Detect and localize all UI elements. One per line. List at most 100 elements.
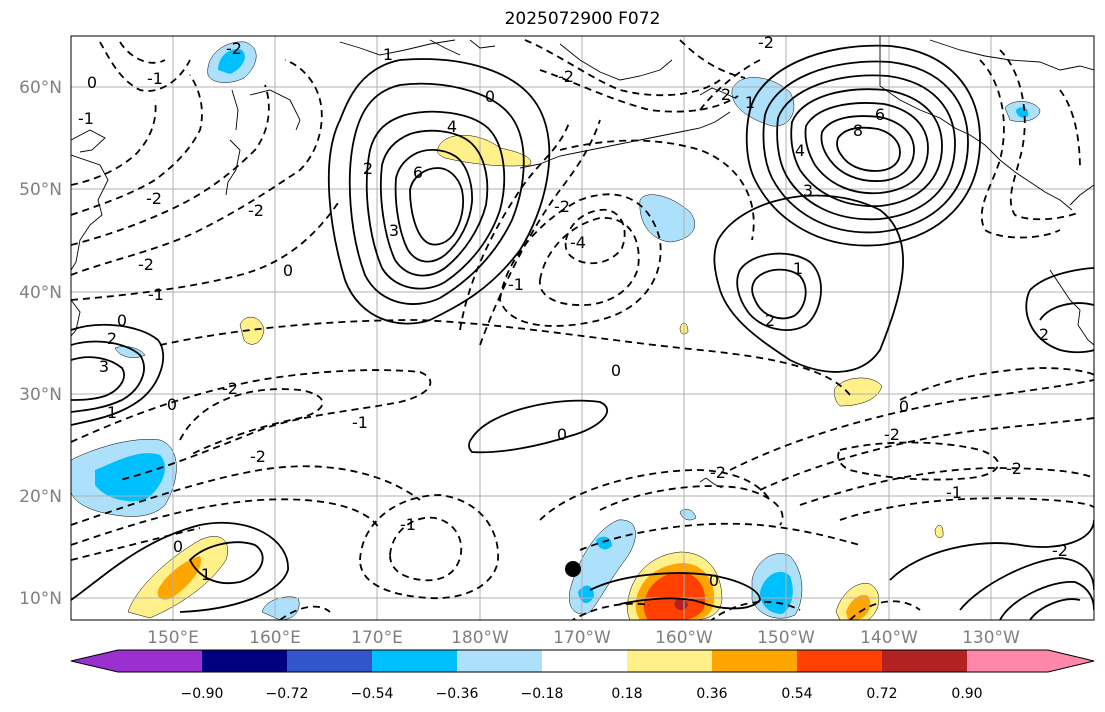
contour-line-solid bbox=[959, 557, 1094, 611]
contour-label: -2 bbox=[758, 33, 774, 52]
contour-line-dashed bbox=[539, 469, 771, 521]
colorbar-tick-label: 0.18 bbox=[611, 686, 642, 702]
contour-line-dashed bbox=[99, 41, 191, 92]
contour-line-solid bbox=[71, 356, 125, 401]
colorbar-tick-label: −0.36 bbox=[436, 686, 479, 702]
contour-line-solid bbox=[836, 126, 901, 172]
contour-label: -1 bbox=[148, 285, 164, 304]
contour-label: -1 bbox=[352, 413, 368, 432]
contour-label: -1 bbox=[508, 275, 524, 294]
location-marker bbox=[565, 561, 581, 577]
colorbar-swatch bbox=[457, 650, 543, 672]
contour-label: 3 bbox=[803, 181, 813, 200]
contour-line-dashed bbox=[71, 465, 421, 526]
contour-line-dashed bbox=[1059, 89, 1081, 171]
contour-line-dashed bbox=[539, 69, 739, 113]
lat-label: 50°N bbox=[19, 180, 62, 200]
colorbar-tick-label: −0.90 bbox=[181, 686, 224, 702]
contour-line-solid bbox=[736, 252, 822, 331]
colorbar-swatch bbox=[627, 650, 713, 672]
lon-label: 160°W bbox=[655, 628, 713, 648]
positive-anomaly-region bbox=[834, 377, 883, 407]
colorbar-swatch bbox=[202, 650, 288, 672]
coastlines bbox=[71, 36, 1094, 489]
contour-line-dashed bbox=[899, 367, 1094, 401]
contour-label: 1 bbox=[107, 403, 117, 422]
colorbar-extend-low bbox=[71, 650, 118, 672]
positive-anomaly-region bbox=[934, 524, 944, 538]
colorbar-tick-label: −0.72 bbox=[266, 686, 309, 702]
colorbar-tick-label: 0.90 bbox=[951, 686, 982, 702]
contour-line-dashed bbox=[979, 59, 1061, 239]
contour-label: 6 bbox=[875, 105, 885, 124]
contour-label: 0 bbox=[87, 73, 97, 92]
lon-label: 180°W bbox=[451, 628, 509, 648]
contour-line-solid bbox=[713, 194, 904, 373]
contour-label: 0 bbox=[167, 395, 177, 414]
contour-label: -4 bbox=[570, 233, 586, 252]
contour-label: -2 bbox=[138, 255, 154, 274]
positive-anomaly-region bbox=[157, 556, 201, 600]
contour-line-dashed bbox=[564, 208, 626, 265]
contour-line-solid bbox=[762, 60, 969, 234]
colorbar-swatch bbox=[542, 650, 628, 672]
positive-anomaly-region bbox=[643, 572, 706, 620]
contour-line-solid bbox=[365, 110, 506, 290]
contour-line-dashed bbox=[179, 388, 324, 456]
contour-line-dashed bbox=[71, 74, 203, 216]
lon-label: 170°W bbox=[553, 628, 611, 648]
lat-label: 60°N bbox=[19, 78, 62, 98]
contour-label: 0 bbox=[557, 425, 567, 444]
contour-line-solid bbox=[589, 572, 761, 610]
contour-line-solid bbox=[790, 88, 943, 207]
latitude-labels: 60°N 50°N 40°N 30°N 20°N 10°N bbox=[19, 78, 62, 609]
negative-anomaly-region bbox=[218, 49, 245, 74]
contour-line-dashed bbox=[119, 41, 166, 64]
negative-anomaly-region bbox=[1016, 107, 1029, 118]
contour-label: -1 bbox=[946, 483, 962, 502]
contour-label: 3 bbox=[389, 221, 399, 240]
contour-label: -1 bbox=[147, 69, 163, 88]
colorbar-tick-label: −0.54 bbox=[351, 686, 394, 702]
contour-line-dashed bbox=[71, 84, 270, 246]
colorbar-tick-label: −0.18 bbox=[521, 686, 564, 702]
contour-line-solid bbox=[1029, 598, 1081, 620]
contour-line-dashed bbox=[71, 99, 157, 186]
contour-line-solid bbox=[71, 521, 289, 613]
contour-label: 6 bbox=[413, 163, 423, 182]
contour-line-solid bbox=[751, 268, 807, 320]
contour-label: -2 bbox=[1052, 541, 1068, 560]
longitude-labels: 150°E 160°E 170°E 180°W 170°W 160°W 150°… bbox=[147, 628, 1020, 648]
contour-line-solid bbox=[889, 519, 1094, 581]
contour-line-dashed bbox=[71, 498, 381, 546]
contour-line-solid bbox=[71, 340, 145, 413]
contour-label: -2 bbox=[1006, 459, 1022, 478]
contour-label: 1 bbox=[745, 93, 755, 112]
contour-line-dashed bbox=[279, 605, 331, 620]
contour-line-solid bbox=[1039, 302, 1094, 321]
contour-label: -2 bbox=[146, 189, 162, 208]
contour-label: -2 bbox=[558, 67, 574, 86]
negative-anomaly-region bbox=[261, 596, 300, 620]
colorbar-swatch bbox=[712, 650, 798, 672]
contour-label: -2 bbox=[884, 425, 900, 444]
lon-label: 170°E bbox=[351, 628, 403, 648]
colorbar-swatch bbox=[797, 650, 883, 672]
colorbar-tick-label: 0.54 bbox=[781, 686, 812, 702]
contour-line-dashed bbox=[699, 59, 761, 111]
contour-label: -1 bbox=[78, 109, 94, 128]
colorbar-swatch bbox=[372, 650, 458, 672]
contour-line-solid bbox=[71, 323, 165, 426]
contour-label: 1 bbox=[201, 565, 211, 584]
positive-anomaly-region bbox=[239, 316, 265, 345]
map-title: 2025072900 F072 bbox=[504, 9, 661, 29]
contour-line-solid bbox=[820, 115, 915, 182]
contour-line-solid bbox=[804, 102, 929, 195]
contour-label: 0 bbox=[283, 261, 293, 280]
contour-line-solid bbox=[188, 541, 264, 584]
contour-label: 4 bbox=[795, 141, 805, 160]
contour-line-dashed bbox=[71, 527, 201, 561]
colorbar-outline bbox=[70, 649, 1095, 673]
contour-label: 0 bbox=[611, 361, 621, 380]
